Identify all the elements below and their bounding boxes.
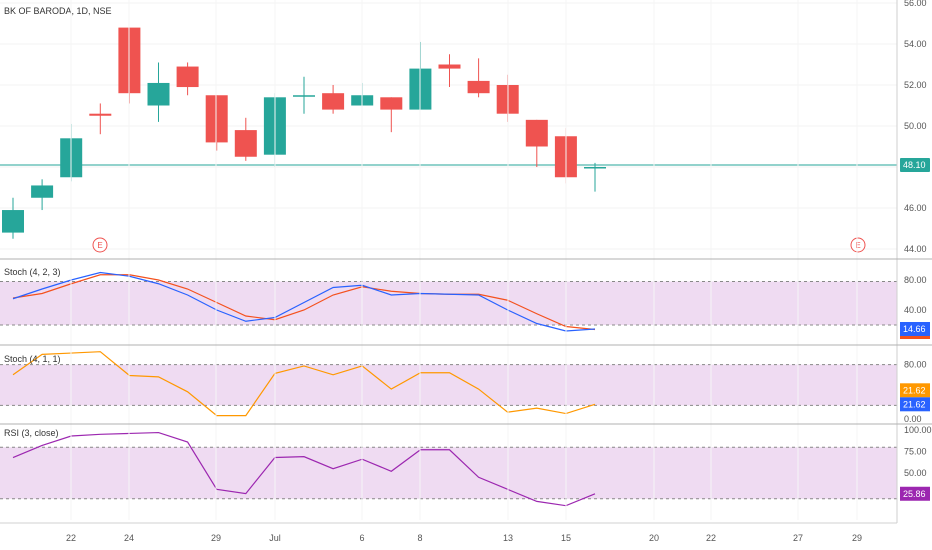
candle-body: [205, 95, 228, 143]
candle: [438, 54, 461, 88]
stoch2-lines: [12, 351, 596, 417]
band-fill: [0, 281, 897, 325]
stoch1-k-label: 14.66: [903, 324, 926, 334]
candle-body: [31, 185, 54, 198]
candle-body: [380, 97, 403, 110]
stoch2-line: [12, 351, 596, 417]
time-tick-label: 6: [359, 533, 364, 543]
osc-tick-label: 40.00: [904, 305, 927, 315]
time-tick-label: 13: [503, 533, 513, 543]
earnings-marker: [850, 237, 866, 253]
price-tick-label: 56.00: [904, 0, 927, 8]
candle-body: [147, 82, 170, 106]
time-tick-label: 22: [66, 533, 76, 543]
stoch2-k-tag: [900, 397, 930, 412]
candle: [322, 85, 345, 114]
price-tick-label: 54.00: [904, 39, 927, 49]
candle-body: [176, 66, 199, 88]
candle-body: [322, 93, 345, 110]
stoch2-band: [0, 364, 897, 406]
osc-tick-label: 100.00: [904, 425, 932, 435]
last-price-label: 48.10: [903, 160, 926, 170]
earnings-marker-label: E: [855, 241, 860, 250]
candle: [31, 179, 54, 211]
rsi-tag: [900, 486, 930, 501]
price-tick-label: 50.00: [904, 121, 927, 131]
candle: [525, 119, 548, 167]
rsi-pane[interactable]: RSI (3, close) 100.0075.0050.0025.0025.8…: [0, 425, 932, 507]
band-fill: [0, 364, 897, 406]
osc-tick-label: 80.00: [904, 275, 927, 285]
osc-tick-label: 80.00: [904, 360, 927, 370]
candle-body: [89, 113, 112, 116]
price-tick-label: 46.00: [904, 203, 927, 213]
candle-body: [438, 64, 461, 69]
stoch2-d-label: 21.62: [903, 385, 926, 395]
rsi-lines: [12, 431, 596, 507]
time-tick-label: 22: [706, 533, 716, 543]
candle-body: [467, 80, 490, 94]
stoch1-d-tag: [900, 336, 930, 340]
candles: [2, 27, 606, 239]
osc-tick-label: 0.00: [904, 414, 922, 424]
stoch1-d-line: [12, 274, 596, 331]
candle-body: [584, 167, 606, 169]
osc-tick-label: 75.00: [904, 447, 927, 457]
candle: [147, 62, 170, 122]
symbol-title: BK OF BARODA, 1D, NSE: [4, 6, 112, 16]
candle: [205, 95, 228, 151]
candle: [293, 76, 315, 114]
time-tick-label: 29: [211, 533, 221, 543]
stoch1-pane[interactable]: Stoch (4, 2, 3) 80.00 40.00 14.66: [0, 267, 930, 340]
stoch1-title: Stoch (4, 2, 3): [4, 267, 61, 277]
stoch2-k-label: 21.62: [903, 399, 926, 409]
rsi-label: 25.86: [903, 489, 926, 499]
price-tick-label: 44.00: [904, 244, 927, 254]
candle: [176, 62, 199, 96]
candle: [2, 197, 24, 239]
stoch2-title: Stoch (4, 1, 1): [4, 354, 61, 364]
rsi-band: [0, 446, 897, 500]
stoch1-band: [0, 281, 897, 326]
time-tick-label: 27: [793, 533, 803, 543]
candle-body: [2, 210, 24, 233]
price-tick-label: 52.00: [904, 80, 927, 90]
time-tick-label: 24: [124, 533, 134, 543]
candle: [89, 103, 112, 135]
time-tick-label: 15: [561, 533, 571, 543]
time-tick-label: 20: [649, 533, 659, 543]
candle-body: [525, 119, 548, 147]
osc-tick-label: 50.00: [904, 468, 927, 478]
stoch1-k-tag: [900, 322, 930, 337]
rsi-title: RSI (3, close): [4, 428, 59, 438]
candle: [380, 97, 403, 133]
band-fill: [0, 447, 897, 499]
stoch1-axis: 80.00 40.00 14.66: [900, 275, 930, 340]
price-pane[interactable]: BK OF BARODA, 1D, NSE 56.00 54.00 52.00 50.…: [0, 0, 930, 254]
earnings-marker: [92, 237, 108, 253]
stoch2-d-tag: [900, 383, 930, 398]
candle: [234, 117, 257, 161]
time-axis[interactable]: 22 24 29 Jul 6 8 13 15 20 22 27 29: [0, 0, 897, 543]
candle: [584, 162, 606, 192]
stoch1-k-line: [12, 271, 596, 332]
last-price-tag: [900, 157, 930, 172]
rsi-line: [12, 431, 596, 507]
candle-body: [293, 95, 315, 97]
pane-separators: [0, 0, 932, 523]
time-tick-label: 29: [852, 533, 862, 543]
earnings-marker-label: E: [97, 241, 102, 250]
time-tick-label: Jul: [269, 533, 281, 543]
candle: [467, 58, 490, 98]
time-tick-label: 8: [417, 533, 422, 543]
candle-body: [234, 130, 257, 157]
stoch1-lines: [12, 271, 596, 332]
